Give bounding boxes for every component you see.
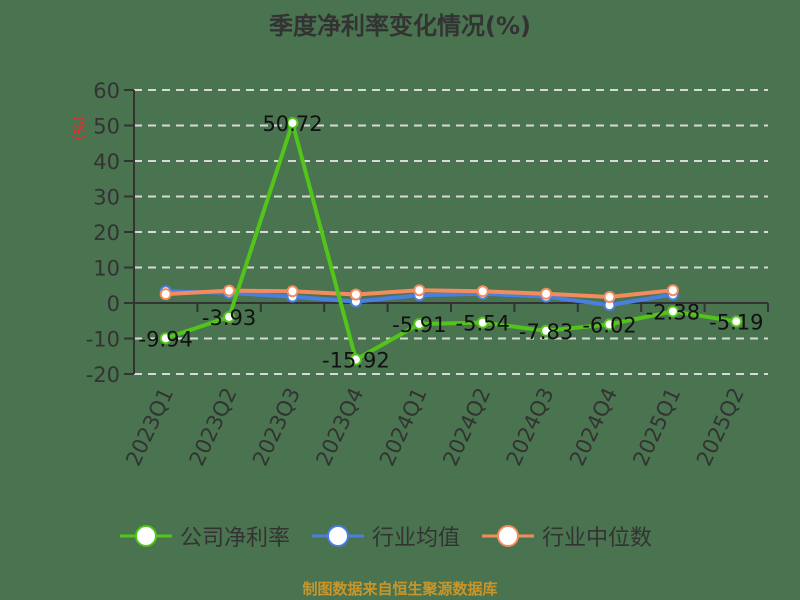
- data-point: [666, 305, 679, 318]
- x-tick-label: 2024Q3: [502, 384, 559, 470]
- data-point: [159, 288, 172, 301]
- data-point: [603, 290, 616, 303]
- legend-item[interactable]: 行业均值: [312, 520, 460, 552]
- data-label: -6.02: [582, 313, 636, 337]
- x-tick-label: 2024Q4: [565, 384, 622, 470]
- data-point: [159, 332, 172, 345]
- y-tick-label: 50: [93, 115, 120, 139]
- x-tick-label: 2025Q2: [692, 384, 749, 470]
- chart-title: 季度净利率变化情况(%): [269, 12, 531, 40]
- y-axis-unit: (%): [70, 116, 86, 140]
- y-tick-label: 10: [93, 257, 120, 281]
- legend-item[interactable]: 公司净利率: [120, 520, 290, 552]
- y-tick-label: -10: [86, 328, 120, 352]
- y-tick-label: 60: [93, 79, 120, 103]
- source-footer: 制图数据来自恒生聚源数据库: [302, 580, 498, 598]
- data-point: [666, 284, 679, 297]
- legend-marker-icon: [312, 525, 365, 547]
- legend-marker-icon: [120, 525, 172, 547]
- data-label: -5.54: [456, 312, 510, 336]
- data-point: [413, 284, 426, 297]
- data-point: [286, 116, 299, 129]
- y-tick-label: -20: [86, 363, 120, 387]
- x-tick-label: 2023Q3: [248, 384, 305, 470]
- data-point: [540, 287, 553, 300]
- x-tick-label: 2024Q1: [375, 384, 432, 470]
- x-tick-label: 2023Q1: [121, 384, 178, 470]
- data-point: [413, 317, 426, 330]
- series-line: [165, 120, 737, 362]
- data-point: [286, 285, 299, 298]
- data-point: [603, 318, 616, 331]
- data-point: [476, 316, 489, 329]
- data-label: 50.72: [262, 112, 322, 136]
- data-point: [349, 288, 362, 301]
- y-tick-label: 0: [107, 292, 120, 316]
- x-tick-label: 2023Q4: [311, 384, 368, 470]
- x-tick-label: 2025Q1: [628, 384, 685, 470]
- legend-label: 公司净利率: [180, 526, 291, 551]
- data-point: [476, 285, 489, 298]
- y-tick-label: 40: [93, 150, 120, 174]
- x-tick-label: 2024Q2: [438, 384, 495, 470]
- legend-marker-icon: [482, 525, 535, 547]
- data-label: -3.93: [202, 306, 256, 330]
- x-tick-label: 2023Q2: [185, 384, 242, 470]
- data-point: [730, 315, 743, 328]
- data-point: [223, 310, 236, 323]
- data-label: -15.92: [322, 349, 390, 373]
- gridlines: [134, 89, 768, 375]
- data-label: -2.38: [646, 300, 700, 324]
- legend-item[interactable]: 行业中位数: [482, 520, 652, 552]
- legend: 公司净利率 行业均值 行业中位数: [120, 520, 652, 552]
- data-labels: -9.94 -3.93 50.72 -15.92-5.91 -5.54 -7.83 -6.0…: [139, 112, 764, 373]
- data-point: [223, 284, 236, 297]
- y-tick-label: 20: [93, 221, 120, 245]
- y-tick-label: 30: [93, 186, 120, 210]
- legend-label: 行业中位数: [542, 526, 653, 551]
- data-label: -5.91: [392, 313, 446, 337]
- data-point: [540, 324, 553, 337]
- data-label: -5.19: [709, 310, 763, 334]
- data-point: [349, 353, 362, 366]
- series-lines: [159, 116, 743, 366]
- data-label: -9.94: [139, 327, 193, 351]
- legend-label: 行业均值: [372, 526, 461, 551]
- data-label: -7.83: [519, 320, 573, 344]
